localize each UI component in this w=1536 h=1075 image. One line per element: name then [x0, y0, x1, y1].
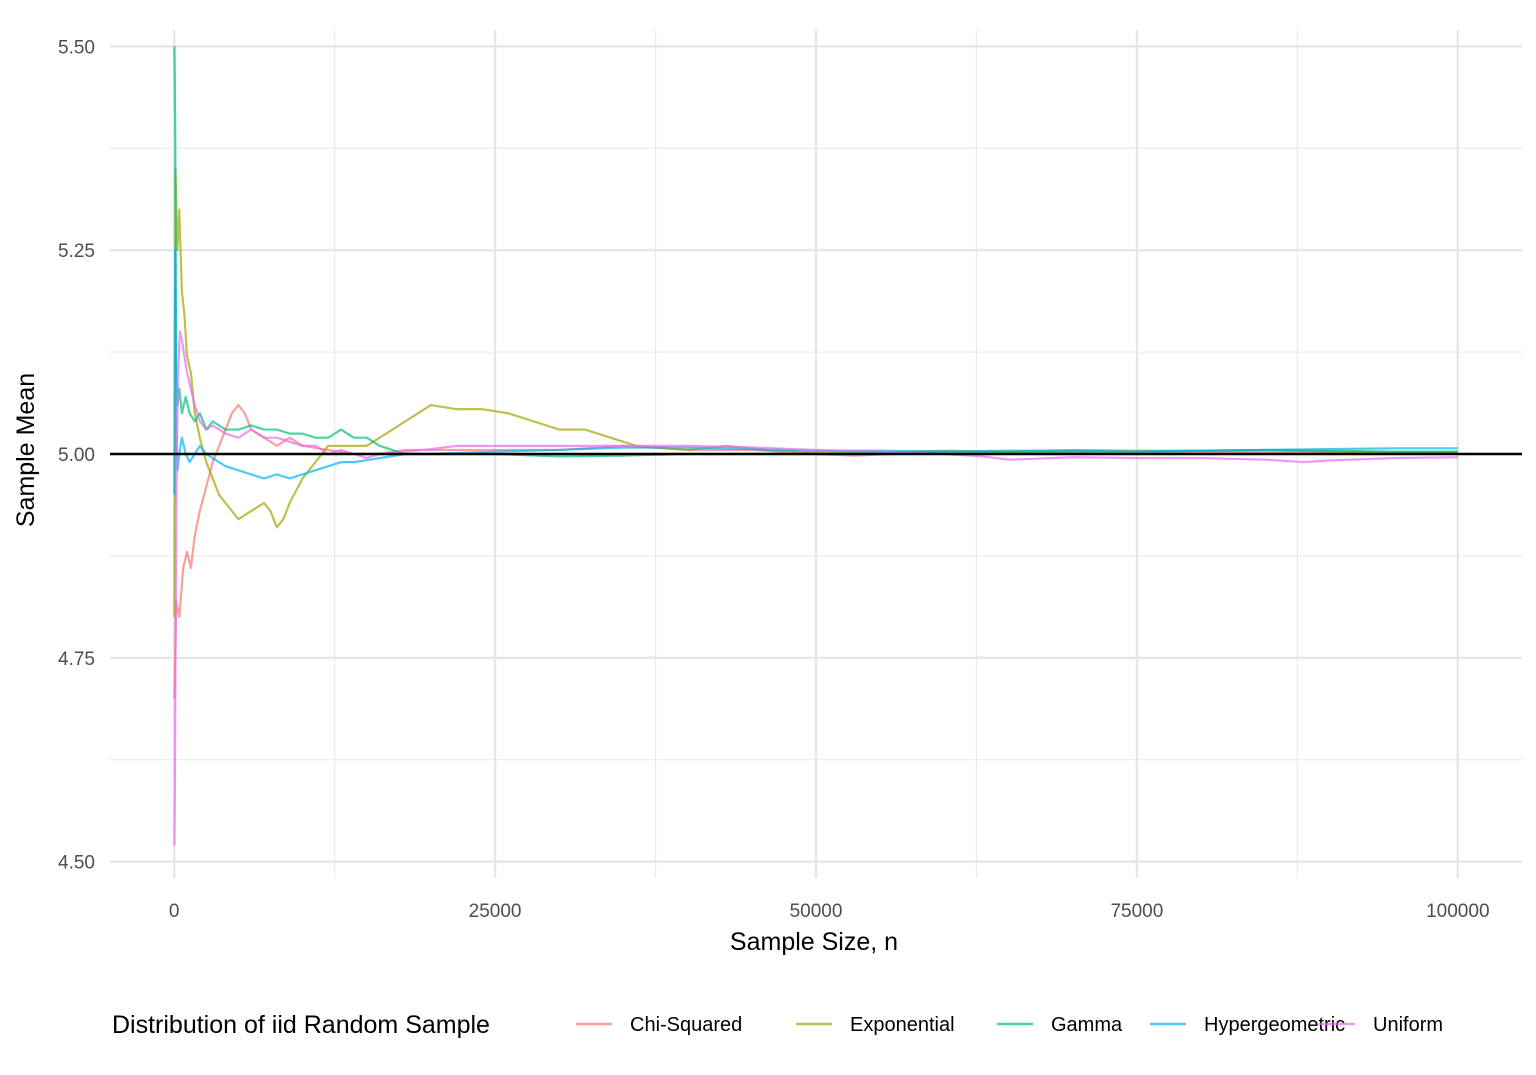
- legend-label-gamma: Gamma: [1051, 1014, 1123, 1036]
- y-axis-tick-labels: 4.50 4.75 5.00 5.25 5.50: [58, 37, 95, 873]
- legend-label-uniform: Uniform: [1373, 1014, 1443, 1036]
- legend-title: Distribution of iid Random Sample: [112, 1011, 490, 1039]
- y-tick-label: 5.25: [58, 241, 95, 262]
- legend: Distribution of iid Random Sample Chi-Sq…: [112, 1011, 1443, 1039]
- x-axis-tick-labels: 0 25000 50000 75000 100000: [169, 901, 1490, 922]
- legend-items: Chi-Squared Exponential Gamma Hypergeometri…: [576, 1014, 1443, 1036]
- x-tick-label: 0: [169, 901, 180, 922]
- y-tick-label: 4.50: [58, 853, 95, 874]
- y-tick-label: 5.00: [58, 445, 95, 466]
- x-tick-label: 100000: [1426, 901, 1489, 922]
- y-axis-title: Sample Mean: [12, 373, 40, 527]
- series-line-hypergeometric: [173, 249, 1458, 495]
- legend-label-hypergeometric: Hypergeometric: [1204, 1014, 1345, 1036]
- legend-label-chi-squared: Chi-Squared: [630, 1014, 742, 1036]
- series-line-gamma: [173, 46, 1458, 458]
- y-tick-label: 5.50: [58, 37, 95, 58]
- x-tick-label: 25000: [469, 901, 522, 922]
- x-tick-label: 50000: [790, 901, 843, 922]
- series-line-uniform: [173, 330, 1458, 846]
- x-axis-title: Sample Size, n: [730, 928, 898, 956]
- y-tick-label: 4.75: [58, 649, 95, 670]
- x-tick-label: 75000: [1110, 901, 1163, 922]
- legend-label-exponential: Exponential: [850, 1014, 955, 1036]
